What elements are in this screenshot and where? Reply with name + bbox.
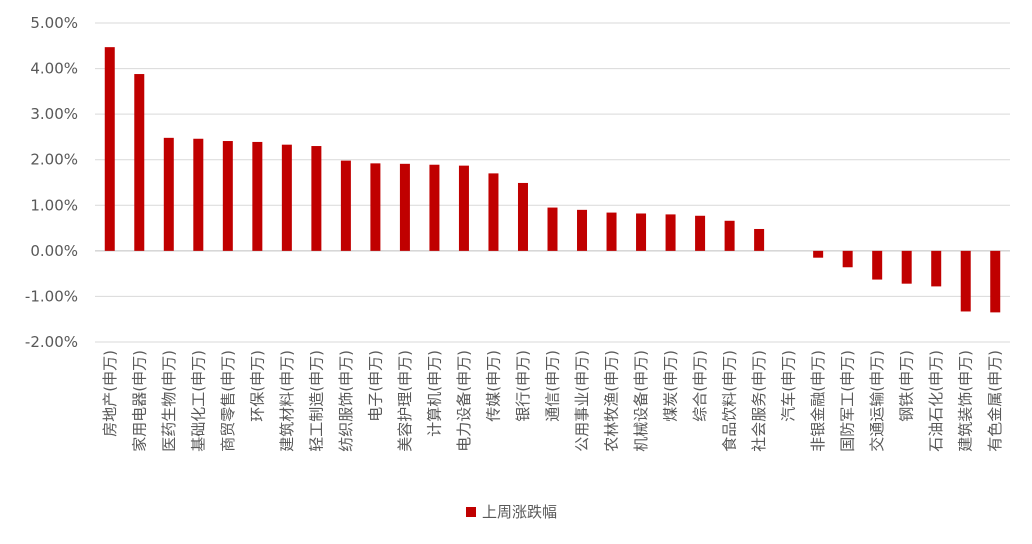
x-category-label: 纺织服饰(申万) [337,350,355,452]
y-tick-label: -1.00% [25,287,78,305]
x-category-label: 综合(申万) [691,350,709,422]
x-category-label: 建筑装饰(申万) [957,350,975,452]
bar [193,138,204,251]
y-tick-label: 1.00% [30,196,78,214]
bar [340,160,351,251]
bars [104,47,1001,313]
bar [104,47,115,251]
bar [458,165,469,251]
x-category-label: 房地产(申万) [101,350,119,437]
bar [163,137,174,251]
bar [724,220,735,251]
legend: 上周涨跌幅 [466,503,557,521]
bar [517,182,528,251]
x-category-label: 有色金属(申万) [986,350,1004,452]
bar [636,213,647,251]
y-tick-label: 2.00% [30,151,78,169]
bar [754,228,765,251]
x-category-label: 农林牧渔(申万) [603,350,621,452]
bar [488,173,499,251]
x-category-label: 传媒(申万) [484,350,502,422]
x-category-label: 社会服务(申万) [750,350,768,452]
x-category-label: 煤炭(申万) [662,350,680,422]
x-category-label: 国防军工(申万) [839,350,857,452]
x-category-label: 美容护理(申万) [396,350,414,452]
x-category-label: 汽车(申万) [780,350,798,422]
x-category-label: 通信(申万) [544,350,562,422]
y-axis-ticks: -2.00% -1.00% 0.00% 1.00% 2.00% 3.00% 4.00% 5.0… [25,14,78,351]
x-category-label: 医药生物(申万) [160,350,178,452]
x-category-label: 环保(申万) [248,350,266,422]
bar [931,250,942,287]
bar [281,144,292,251]
x-category-label: 基础化工(申万) [189,350,207,452]
bar [872,250,883,280]
bar [842,250,853,268]
x-category-label: 计算机(申万) [425,350,443,437]
bar [695,215,706,251]
bar [990,250,1001,313]
bar [606,212,617,251]
y-tick-label: 0.00% [30,242,78,260]
bar [813,250,824,258]
x-category-label: 石油石化(申万) [927,350,945,452]
y-tick-label: -2.00% [25,333,78,351]
bar [665,214,676,251]
x-category-label: 非银金融(申万) [809,350,827,452]
x-category-label: 商贸零售(申万) [219,350,237,452]
y-tick-label: 5.00% [30,14,78,32]
legend-label: 上周涨跌幅 [482,503,557,521]
bar [370,163,381,251]
bar [901,250,912,284]
x-category-label: 电力设备(申万) [455,350,473,452]
x-category-label: 轻工制造(申万) [307,350,325,452]
y-tick-label: 4.00% [30,60,78,78]
bar [399,163,410,251]
legend-swatch [466,507,476,517]
bar [222,141,233,251]
bar [311,146,322,251]
x-category-label: 公用事业(申万) [573,350,591,452]
bar [429,164,440,251]
bar [577,209,588,251]
x-category-label: 交通运输(申万) [868,350,886,452]
bar [960,250,971,312]
bar [547,207,558,251]
x-category-label: 银行(申万) [514,350,532,422]
x-category-label: 钢铁(申万) [898,350,916,422]
x-axis-category-labels: 房地产(申万) 家用电器(申万) 医药生物(申万) 基础化工(申万) 商贸零售(申万) 环… [101,350,1004,452]
x-category-label: 食品饮料(申万) [721,350,739,452]
bar [252,141,263,251]
y-tick-label: 3.00% [30,105,78,123]
bar [134,74,145,251]
x-category-label: 建筑材料(申万) [278,350,296,452]
x-category-label: 家用电器(申万) [130,350,148,452]
x-category-label: 机械设备(申万) [632,350,650,452]
x-category-label: 电子(申万) [366,350,384,422]
